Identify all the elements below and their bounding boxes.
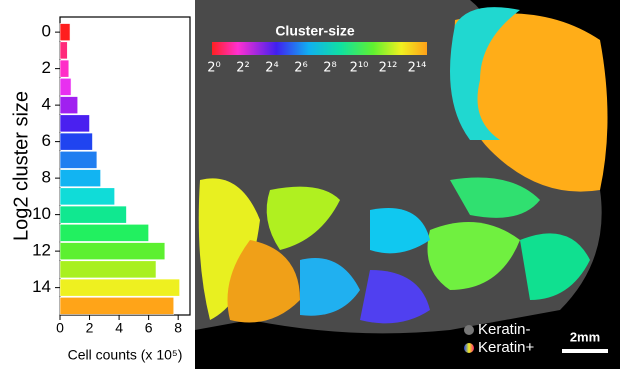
legend-label: Keratin- bbox=[478, 321, 531, 338]
colorbar-label: 2⁸ bbox=[323, 61, 336, 76]
bar bbox=[60, 151, 97, 168]
bar bbox=[60, 97, 78, 114]
bar bbox=[60, 115, 90, 132]
y-tick-label: 6 bbox=[42, 131, 51, 150]
bar bbox=[60, 170, 101, 187]
bar bbox=[60, 188, 115, 205]
scale-bar bbox=[562, 349, 608, 353]
bar bbox=[60, 60, 69, 77]
x-tick-label: 4 bbox=[115, 320, 123, 336]
microscopy-image: Cluster-size 2⁰ 2² 2⁴ 2⁶ 2⁸ 2¹⁰ 2¹² 2¹⁴ Keratin… bbox=[195, 0, 620, 369]
y-axis-label: Log2 cluster size bbox=[10, 91, 32, 241]
legend-marker bbox=[464, 343, 474, 353]
x-tick-label: 8 bbox=[174, 320, 182, 336]
x-tick-label: 2 bbox=[86, 320, 94, 336]
y-tick-label: 0 bbox=[42, 22, 51, 41]
colorbar bbox=[212, 42, 427, 55]
colorbar-label: 2¹² bbox=[379, 61, 398, 76]
colorbar-label: 2¹⁰ bbox=[350, 61, 369, 76]
legend-label: Keratin+ bbox=[478, 339, 535, 356]
bar bbox=[60, 206, 126, 223]
y-tick-label: 10 bbox=[32, 204, 51, 223]
bar bbox=[60, 78, 71, 95]
scale-bar-label: 2mm bbox=[570, 329, 600, 344]
bar bbox=[60, 297, 174, 314]
y-tick-label: 4 bbox=[42, 95, 51, 114]
bar bbox=[60, 261, 156, 278]
colorbar-label: 2⁴ bbox=[265, 61, 278, 76]
x-axis-label: Cell counts (x 10⁵) bbox=[68, 347, 183, 363]
y-tick-label: 12 bbox=[32, 241, 51, 260]
bar bbox=[60, 279, 180, 296]
bar bbox=[60, 224, 149, 241]
bar bbox=[60, 133, 93, 150]
x-tick-label: 0 bbox=[56, 320, 64, 336]
y-tick-label: 14 bbox=[32, 277, 51, 296]
bar-chart: Log2 cluster size Cell counts (x 10⁵) 0 2… bbox=[10, 17, 190, 363]
y-tick-label: 8 bbox=[42, 168, 51, 187]
bar bbox=[60, 243, 165, 260]
colorbar-label: 2² bbox=[236, 61, 249, 76]
colorbar-label: 2⁶ bbox=[294, 61, 307, 76]
y-tick-label: 2 bbox=[42, 58, 51, 77]
bar bbox=[60, 24, 70, 41]
colorbar-label: 2¹⁴ bbox=[408, 61, 427, 76]
bar bbox=[60, 42, 67, 59]
legend-marker bbox=[464, 325, 474, 335]
figure: Log2 cluster size Cell counts (x 10⁵) 0 2… bbox=[0, 0, 620, 369]
colorbar-title: Cluster-size bbox=[275, 23, 355, 39]
colorbar-label: 2⁰ bbox=[207, 61, 220, 76]
x-tick-label: 6 bbox=[145, 320, 153, 336]
